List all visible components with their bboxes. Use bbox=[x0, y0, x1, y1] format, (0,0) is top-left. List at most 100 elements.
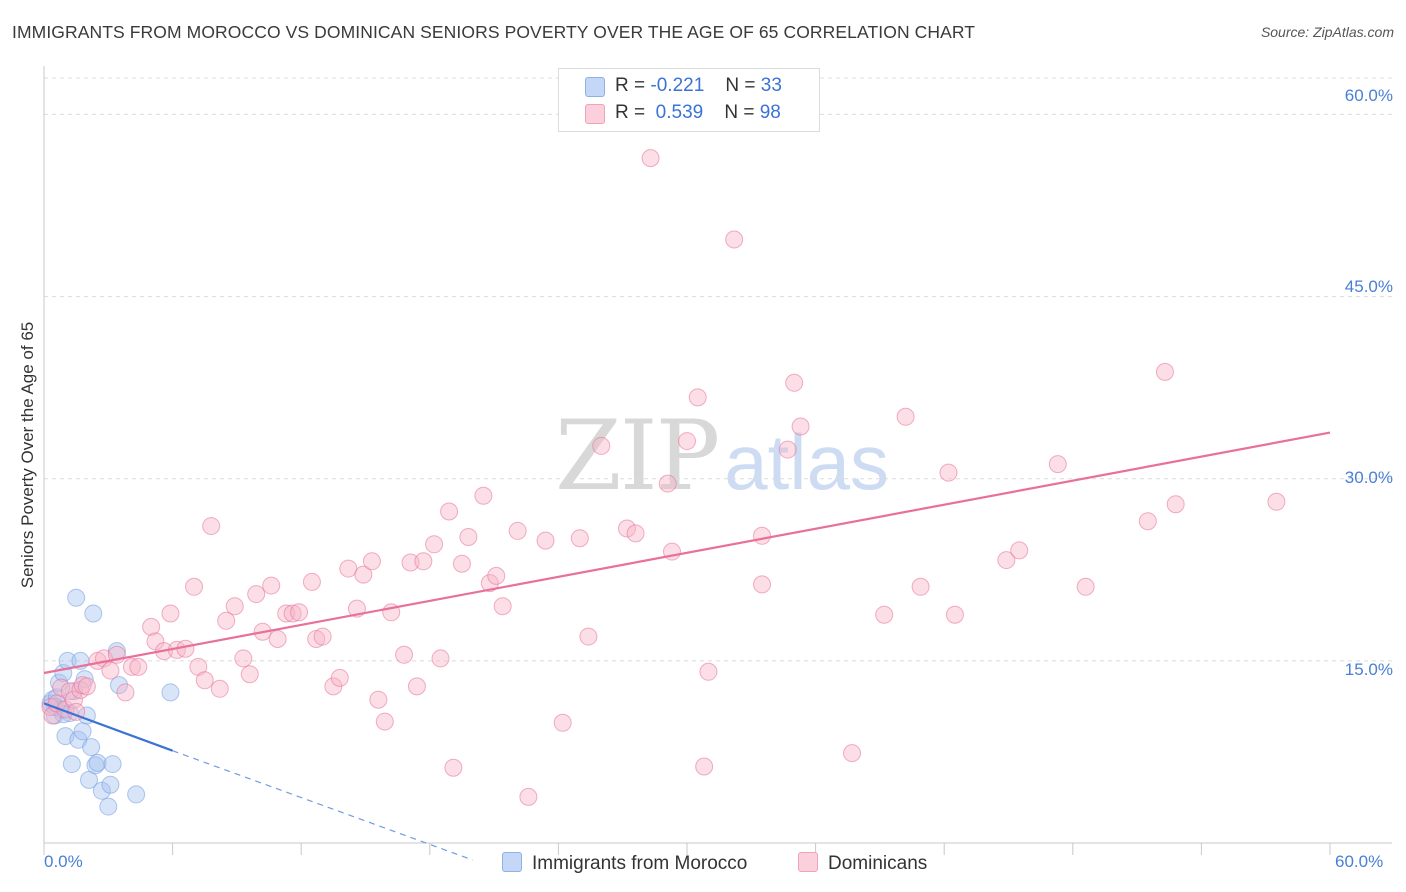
point-dominicans bbox=[508, 521, 527, 540]
point-dominicans bbox=[1010, 541, 1029, 560]
point-dominicans bbox=[493, 597, 512, 616]
point-dominicans bbox=[440, 502, 459, 521]
point-dominicans bbox=[699, 662, 718, 681]
point-dominicans bbox=[283, 604, 302, 623]
point-morocco bbox=[82, 738, 101, 757]
point-dominicans bbox=[641, 149, 660, 168]
legend-item-dominicans[interactable]: Dominicans bbox=[798, 852, 927, 875]
point-dominicans bbox=[1048, 455, 1067, 474]
point-morocco bbox=[99, 797, 118, 816]
point-dominicans bbox=[785, 373, 804, 392]
point-dominicans bbox=[375, 712, 394, 731]
stats-r-label: R = bbox=[615, 75, 646, 96]
point-dominicans bbox=[1076, 577, 1095, 596]
point-dominicans bbox=[354, 565, 373, 584]
point-dominicans bbox=[262, 576, 281, 595]
point-dominicans bbox=[536, 531, 555, 550]
point-dominicans bbox=[896, 407, 915, 426]
point-dominicans bbox=[474, 486, 493, 505]
legend-item-morocco[interactable]: Immigrants from Morocco bbox=[502, 852, 747, 875]
point-dominicans bbox=[225, 597, 244, 616]
point-dominicans bbox=[414, 552, 433, 571]
point-dominicans bbox=[431, 649, 450, 668]
point-dominicans bbox=[129, 657, 148, 676]
stats-swatch-dominicans bbox=[585, 104, 605, 124]
point-dominicans bbox=[570, 529, 589, 548]
point-dominicans bbox=[592, 436, 611, 455]
point-dominicans bbox=[778, 440, 797, 459]
trend-line-dominicans bbox=[43, 431, 1331, 675]
point-morocco bbox=[62, 755, 81, 774]
legend-label-morocco: Immigrants from Morocco bbox=[532, 853, 748, 874]
stats-r-value: -0.221 bbox=[650, 75, 705, 96]
point-dominicans bbox=[945, 605, 964, 624]
point-dominicans bbox=[101, 661, 120, 680]
point-dominicans bbox=[77, 677, 96, 696]
grid-lines bbox=[44, 77, 1392, 662]
point-dominicans bbox=[911, 577, 930, 596]
point-morocco bbox=[88, 753, 107, 772]
point-morocco bbox=[103, 755, 122, 774]
point-dominicans bbox=[313, 627, 332, 646]
source-label: Source: ZipAtlas.com bbox=[1260, 24, 1394, 40]
legend-swatch-dominicans bbox=[798, 852, 818, 872]
point-dominicans bbox=[395, 645, 414, 664]
point-dominicans bbox=[240, 665, 259, 684]
point-dominicans bbox=[579, 627, 598, 646]
point-dominicans bbox=[939, 463, 958, 482]
point-morocco bbox=[127, 785, 146, 804]
point-dominicans bbox=[195, 671, 214, 690]
point-dominicans bbox=[122, 657, 141, 676]
point-dominicans bbox=[217, 611, 236, 630]
point-morocco bbox=[161, 683, 180, 702]
point-dominicans bbox=[678, 432, 696, 451]
point-dominicans bbox=[234, 649, 253, 668]
stats-r-label: R = bbox=[615, 102, 646, 123]
point-dominicans bbox=[302, 572, 321, 591]
point-dominicans bbox=[753, 575, 772, 594]
point-dominicans bbox=[142, 617, 161, 636]
point-dominicans bbox=[369, 690, 388, 709]
stats-box: R = -0.221 N = 33 R = 0.539 N = 98 bbox=[558, 68, 820, 132]
point-dominicans bbox=[277, 604, 296, 623]
point-dominicans bbox=[1155, 362, 1174, 381]
point-dominicans bbox=[997, 551, 1016, 570]
point-morocco bbox=[84, 604, 103, 623]
point-dominicans bbox=[459, 528, 478, 546]
point-dominicans bbox=[210, 679, 229, 698]
point-dominicans bbox=[480, 574, 499, 593]
point-dominicans bbox=[875, 605, 894, 624]
point-dominicans bbox=[519, 787, 538, 806]
trend-line-morocco-extension bbox=[172, 750, 473, 861]
point-dominicans bbox=[185, 577, 204, 596]
point-dominicans bbox=[791, 417, 810, 436]
point-dominicans bbox=[339, 559, 358, 578]
data-points bbox=[41, 149, 1286, 816]
point-dominicans bbox=[444, 758, 463, 777]
point-dominicans bbox=[725, 230, 744, 249]
point-dominicans bbox=[407, 677, 426, 696]
y-tick-label-30: 30.0% bbox=[1344, 468, 1393, 487]
point-dominicans bbox=[1267, 492, 1286, 511]
stats-n-label: N = bbox=[725, 75, 756, 96]
chart-title: IMMIGRANTS FROM MOROCCO VS DOMINICAN SEN… bbox=[12, 22, 976, 42]
point-dominicans bbox=[290, 603, 309, 622]
point-dominicans bbox=[753, 526, 772, 545]
point-dominicans bbox=[330, 668, 349, 687]
point-dominicans bbox=[688, 388, 707, 407]
x-tick-label-min: 0.0% bbox=[44, 852, 83, 871]
y-axis-label: Seniors Poverty Over the Age of 65 bbox=[18, 321, 37, 589]
watermark-zip: ZIP bbox=[555, 400, 720, 512]
point-dominicans bbox=[362, 552, 381, 571]
point-dominicans bbox=[487, 566, 506, 585]
point-dominicans bbox=[1166, 495, 1185, 514]
point-dominicans bbox=[843, 744, 862, 763]
stats-r-value: 0.539 bbox=[655, 102, 704, 123]
point-morocco bbox=[101, 775, 120, 794]
stats-swatch-morocco bbox=[585, 77, 605, 97]
point-dominicans bbox=[617, 519, 636, 538]
point-dominicans bbox=[161, 604, 180, 623]
stats-n-value: 98 bbox=[759, 102, 781, 123]
stats-n-value: 33 bbox=[760, 75, 782, 96]
